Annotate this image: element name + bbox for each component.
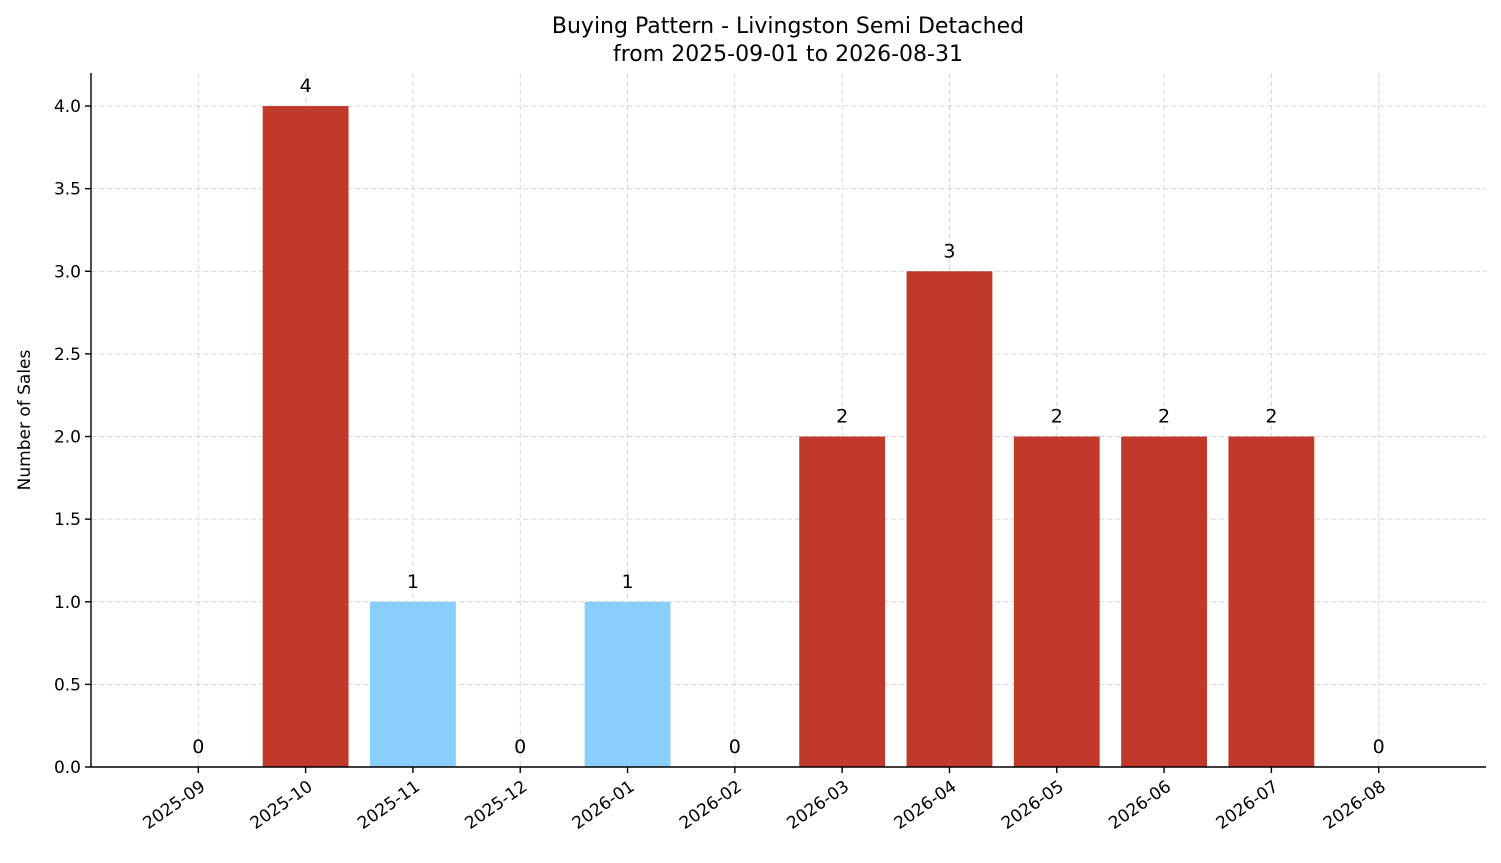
value-label: 0 [192, 736, 204, 758]
value-label: 0 [1373, 736, 1385, 758]
y-tick-label: 2.0 [54, 428, 81, 448]
bar [1013, 436, 1100, 767]
y-tick-label: 1.0 [54, 593, 81, 613]
value-label: 0 [729, 736, 741, 758]
x-tick-label: 2025-10 [247, 777, 317, 834]
chart-subtitle: from 2025-09-01 to 2026-08-31 [613, 42, 963, 67]
x-tick-label: 2026-01 [569, 777, 639, 834]
x-tick-label: 2025-11 [354, 777, 424, 834]
bar [906, 271, 993, 767]
x-tick-label: 2026-07 [1213, 777, 1283, 834]
y-tick-label: 1.5 [54, 510, 81, 530]
bar [1228, 436, 1315, 767]
x-tick-label: 2026-05 [998, 777, 1068, 834]
bar [584, 601, 671, 767]
y-tick-label: 0.0 [54, 758, 81, 778]
x-tick-label: 2025-09 [140, 777, 210, 834]
bar [262, 106, 349, 768]
x-tick-label: 2026-08 [1320, 777, 1390, 834]
y-tick-label: 3.5 [54, 180, 81, 200]
value-label: 1 [621, 571, 633, 593]
x-tick-label: 2026-06 [1105, 777, 1175, 834]
value-label: 2 [1265, 406, 1277, 428]
y-tick-label: 3.0 [54, 262, 81, 282]
bar [799, 436, 886, 767]
y-tick-label: 4.0 [54, 97, 81, 117]
chart-title: Buying Pattern - Livingston Semi Detache… [552, 14, 1024, 39]
x-tick-label: 2025-12 [461, 777, 531, 834]
x-tick-label: 2026-03 [783, 777, 853, 834]
bar [370, 601, 456, 767]
x-tick-label: 2026-02 [676, 777, 746, 834]
value-label: 4 [300, 75, 312, 97]
y-tick-label: 2.5 [54, 345, 81, 365]
value-label: 2 [1158, 406, 1170, 428]
x-tick-label: 2026-04 [891, 777, 961, 834]
value-label: 3 [943, 240, 955, 262]
bar [1121, 436, 1207, 767]
value-label: 1 [407, 571, 419, 593]
y-tick-label: 0.5 [54, 675, 81, 695]
value-label: 2 [1051, 406, 1063, 428]
value-label: 2 [836, 406, 848, 428]
value-label: 0 [514, 736, 526, 758]
y-axis-label: Number of Sales [15, 349, 35, 490]
